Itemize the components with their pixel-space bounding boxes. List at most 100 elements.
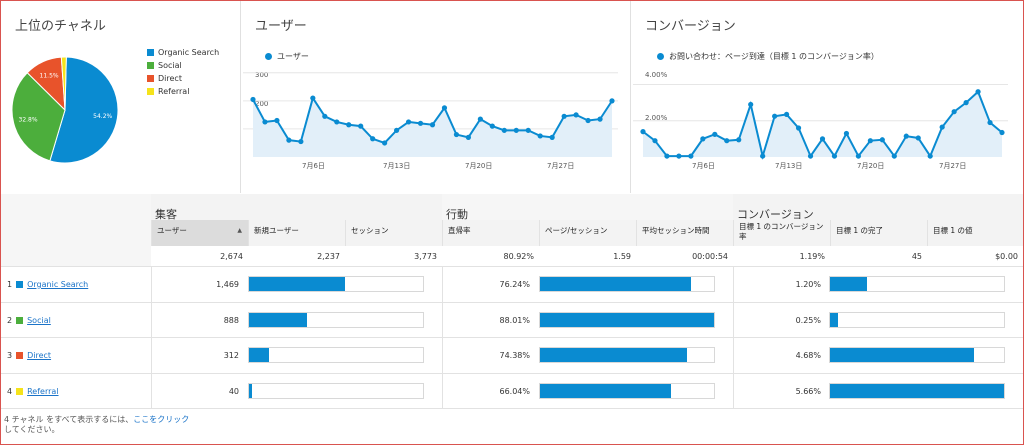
data-point	[915, 135, 921, 141]
channel-color-swatch	[16, 352, 24, 359]
conv-bar	[829, 347, 1005, 363]
x-tick: 7月27日	[939, 162, 967, 170]
conv-bar-fill	[830, 384, 1004, 398]
header-avg-session-duration[interactable]: 平均セッション時間	[636, 220, 733, 246]
data-point	[807, 153, 814, 159]
total-avg-session-duration: 00:00:54	[636, 246, 733, 266]
cell-bounce-rate: 88.01%	[499, 316, 530, 325]
footer-note: 4 チャネル をすべて表示するには、ここをクリック してください。	[4, 415, 190, 434]
x-tick: 7月27日	[547, 162, 575, 170]
table-row-label: 3 Direct	[7, 351, 52, 360]
group-title-acquisition: 集客	[155, 208, 177, 221]
pie-slice-referral	[60, 56, 67, 111]
bounce-bar-fill	[540, 313, 714, 327]
show-all-link[interactable]: ここをクリック	[133, 415, 190, 424]
group-title-behavior: 行動	[446, 208, 468, 221]
data-point	[405, 119, 412, 125]
data-point	[975, 89, 981, 95]
users-line-chart	[243, 72, 618, 157]
table-row-label: 4 Referral	[7, 387, 59, 396]
data-point	[609, 98, 615, 104]
legend-direct: Direct	[147, 74, 182, 83]
cell-users: 888	[223, 316, 239, 325]
data-point	[640, 129, 646, 135]
table-row-label: 2 Social	[7, 316, 51, 325]
users-bar-fill	[249, 348, 270, 362]
data-point	[549, 134, 555, 140]
data-point	[597, 116, 603, 122]
data-point	[298, 138, 304, 145]
data-point	[843, 130, 850, 137]
header-pages-per-session[interactable]: ページ/セッション	[539, 220, 636, 246]
data-point	[951, 109, 957, 115]
x-tick: 7月20日	[465, 162, 493, 170]
total-bounce-rate: 80.92%	[442, 246, 539, 266]
column-divider	[442, 266, 443, 409]
channel-link[interactable]: Organic Search	[27, 280, 89, 289]
header-new-users[interactable]: 新規ユーザー	[248, 220, 345, 246]
cell-goal1-conv-rate: 1.20%	[795, 280, 821, 289]
conv-bar	[829, 276, 1005, 292]
conv-bar-fill	[830, 348, 974, 362]
data-point	[831, 153, 838, 159]
legend-social: Social	[147, 61, 182, 70]
channel-color-swatch	[16, 317, 24, 324]
data-point	[358, 123, 364, 129]
header-sessions[interactable]: セッション	[345, 220, 442, 246]
data-point	[795, 125, 802, 131]
header-users[interactable]: ユーザー ▲	[151, 220, 248, 246]
users-panel: ユーザー ユーザー 300 200 100 7月6日 7月13日 7月20日 7…	[241, 1, 631, 193]
legend-organic: Organic Search	[147, 48, 219, 57]
pie-chart: 54.2% 32.8% 11.5%	[11, 56, 119, 164]
data-point	[394, 127, 400, 133]
cell-bounce-rate: 74.38%	[499, 351, 530, 360]
top-channels-panel: 上位のチャネル 54.2% 32.8% 11.5% Organic Search S…	[1, 1, 241, 193]
pie-slice-label: 11.5%	[40, 72, 59, 79]
data-point	[963, 100, 969, 106]
bounce-bar-fill	[540, 277, 691, 291]
row-divider	[1, 337, 1023, 338]
data-point	[274, 117, 280, 124]
data-point	[262, 119, 268, 125]
data-point	[987, 119, 993, 126]
channel-link[interactable]: Social	[27, 316, 51, 325]
data-point	[441, 105, 448, 111]
data-point	[453, 131, 460, 138]
conversion-panel: コンバージョン お問い合わせ：ページ到達（目標 1 のコンバージョン率） 4.0…	[631, 1, 1023, 193]
data-point	[879, 137, 885, 143]
data-point	[855, 153, 861, 159]
total-users: 2,674	[151, 246, 248, 266]
header-goal1-conv-rate[interactable]: 目標 1 のコンバージョン率	[733, 220, 830, 246]
header-goal1-completions[interactable]: 目標 1 の完了	[830, 220, 927, 246]
data-point	[346, 122, 352, 128]
pie-slice-label: 32.8%	[19, 116, 38, 123]
data-point	[370, 136, 376, 142]
series-legend: ユーザー	[265, 51, 309, 62]
channel-color-swatch	[16, 388, 24, 395]
data-point	[891, 153, 897, 159]
data-point	[465, 134, 471, 140]
series-legend: お問い合わせ：ページ到達（目標 1 のコンバージョン率）	[657, 51, 879, 62]
panel-title: コンバージョン	[645, 19, 736, 34]
header-bounce-rate[interactable]: 直帰率	[442, 220, 539, 246]
cell-bounce-rate: 66.04%	[499, 387, 530, 396]
row-divider	[1, 408, 1023, 409]
data-point	[250, 96, 256, 103]
header-goal1-value[interactable]: 目標 1 の値	[927, 220, 1023, 246]
conv-bar	[829, 383, 1005, 399]
channel-color-swatch	[16, 281, 24, 288]
data-point	[772, 113, 778, 119]
data-point	[688, 153, 694, 159]
users-bar	[248, 312, 424, 328]
y-tick: 300	[255, 71, 269, 79]
channel-link[interactable]: Direct	[27, 351, 52, 360]
group-title-conversion: コンバージョン	[737, 208, 814, 221]
bounce-bar-fill	[540, 348, 688, 362]
table-row-label: 1 Organic Search	[7, 280, 89, 289]
bounce-bar	[539, 383, 715, 399]
data-point	[760, 153, 766, 159]
data-point	[489, 123, 495, 129]
x-tick: 7月13日	[383, 162, 411, 170]
data-point	[501, 127, 507, 133]
channel-link[interactable]: Referral	[27, 387, 59, 396]
